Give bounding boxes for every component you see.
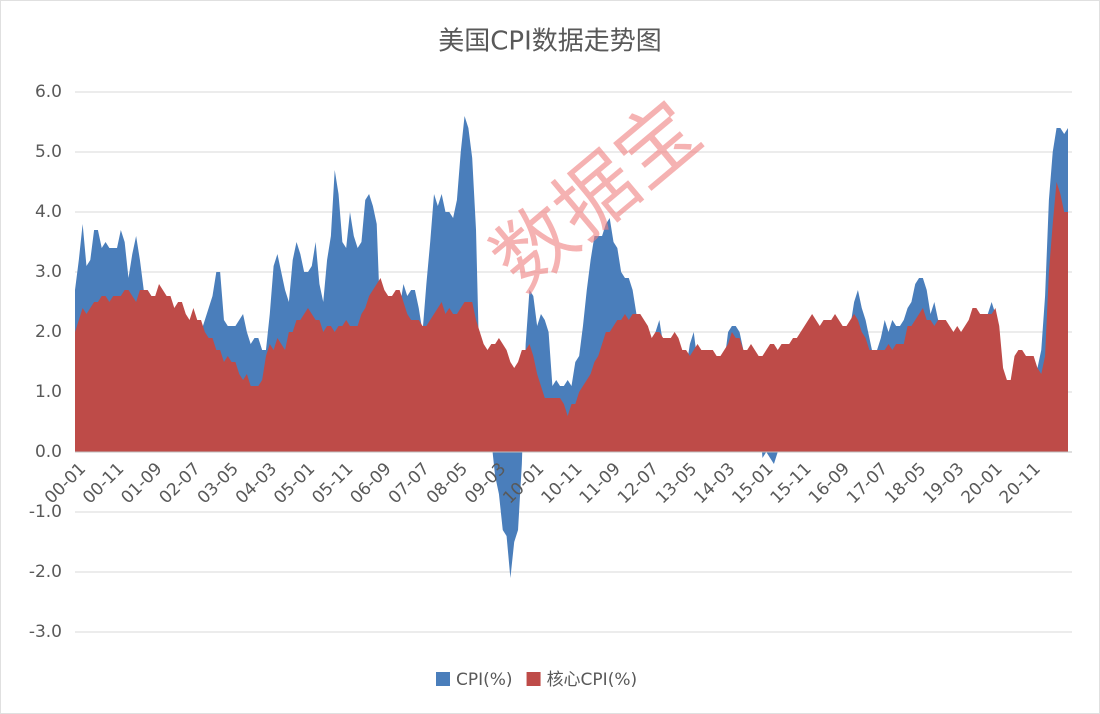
y-tick-label: 6.0 xyxy=(35,82,62,102)
legend-label: CPI(%) xyxy=(456,670,513,690)
y-tick-label: 5.0 xyxy=(35,142,62,162)
y-tick-label: 4.0 xyxy=(35,202,62,222)
y-tick-label: -1.0 xyxy=(29,502,62,522)
plot-area xyxy=(75,116,1068,578)
y-tick-label: 1.0 xyxy=(35,382,62,402)
chart-title: 美国CPI数据走势图 xyxy=(438,27,662,57)
legend: CPI(%) 核心CPI(%) xyxy=(436,670,637,690)
legend-swatch xyxy=(436,672,450,686)
area xyxy=(75,116,1068,578)
legend-swatch xyxy=(526,672,541,686)
y-tick-label: -2.0 xyxy=(29,562,62,582)
y-tick-label: 0.0 xyxy=(35,442,62,462)
y-tick-label: 2.0 xyxy=(35,322,62,342)
area xyxy=(75,182,1068,452)
y-tick-label: 3.0 xyxy=(35,262,62,282)
y-tick-label: -3.0 xyxy=(29,622,62,642)
legend-label: 核心CPI(%) xyxy=(547,670,638,690)
